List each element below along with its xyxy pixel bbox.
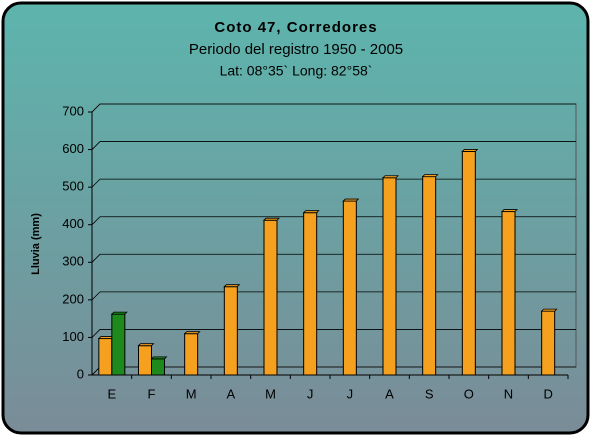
bar-top xyxy=(183,331,201,335)
y-tick-label: 500 xyxy=(62,179,84,194)
x-tick-label: M xyxy=(186,386,197,401)
bar xyxy=(98,338,113,376)
bar xyxy=(263,219,278,376)
bar xyxy=(111,313,126,376)
x-tick-label: N xyxy=(504,386,513,401)
x-tick-label: D xyxy=(543,386,552,401)
x-tick-label: M xyxy=(265,386,276,401)
chart-subtitle: Periodo del registro 1950 - 2005 xyxy=(189,41,403,58)
bar-top xyxy=(342,198,360,202)
bar xyxy=(151,358,165,376)
bar-top xyxy=(540,308,558,312)
bar xyxy=(342,200,357,376)
bar xyxy=(303,212,318,376)
x-tick-label: O xyxy=(464,386,474,401)
grid-line xyxy=(91,178,576,188)
bar-top xyxy=(263,217,280,221)
bar-top xyxy=(382,175,399,179)
grid-line xyxy=(91,253,576,263)
y-tick-label: 600 xyxy=(62,141,84,156)
y-axis-label: Lluvia (mm) xyxy=(30,213,42,275)
x-tick-label: F xyxy=(148,386,156,401)
bar xyxy=(422,176,437,376)
x-tick-label: J xyxy=(307,386,314,401)
bar xyxy=(184,333,199,376)
bar xyxy=(501,211,516,376)
grid-line xyxy=(91,291,576,301)
bar xyxy=(461,150,476,376)
bar-top xyxy=(461,149,479,152)
bar-top xyxy=(302,210,320,214)
x-tick-label: S xyxy=(425,386,434,401)
bar-top xyxy=(223,284,241,288)
x-tick-label: A xyxy=(385,386,394,401)
bar-top xyxy=(137,343,155,347)
chart-title: Coto 47, Corredores xyxy=(214,19,377,36)
grid-line xyxy=(91,329,576,338)
y-tick-label: 300 xyxy=(62,254,84,269)
bar-top xyxy=(110,311,128,315)
x-tick-label: J xyxy=(347,386,354,401)
y-tick-label: 400 xyxy=(62,216,84,231)
bar-top xyxy=(501,209,518,212)
bar-top xyxy=(421,174,439,178)
bar xyxy=(541,310,556,376)
y-tick-label: 700 xyxy=(62,103,84,118)
grid-line xyxy=(91,141,576,150)
x-tick-label: A xyxy=(226,386,235,401)
location: Lat: 08°35` Long: 82°58` xyxy=(220,63,373,79)
y-tick-label: 100 xyxy=(62,329,84,344)
y-tick-label: 0 xyxy=(77,366,84,381)
bar xyxy=(382,177,397,376)
bar xyxy=(223,286,238,376)
x-tick-label: E xyxy=(107,386,116,401)
grid-line xyxy=(91,103,576,113)
bar-top xyxy=(150,356,168,360)
y-tick-label: 200 xyxy=(62,291,84,306)
grid-line xyxy=(91,216,576,225)
bar xyxy=(138,345,152,376)
